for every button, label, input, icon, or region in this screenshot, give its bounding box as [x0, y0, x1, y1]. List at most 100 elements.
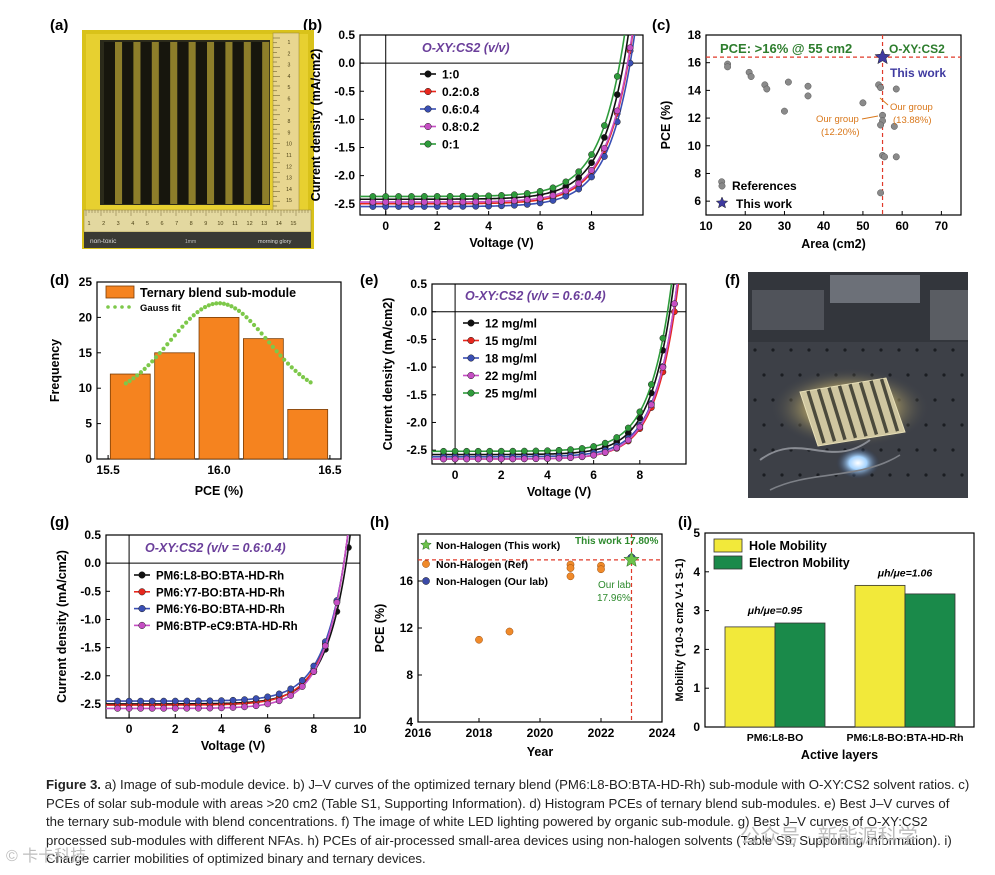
photo-table-hole	[924, 373, 928, 377]
annotation-arrow	[879, 97, 889, 106]
series-point	[601, 449, 609, 456]
series-point	[148, 697, 156, 705]
gauss-fit-point	[255, 327, 260, 332]
series-point	[575, 185, 583, 193]
gauss-fit-point	[285, 361, 291, 366]
series-point	[523, 190, 531, 197]
series-point	[536, 194, 544, 202]
gauss-fit-point	[248, 318, 253, 324]
series-point	[440, 455, 447, 463]
x-tick-label: 60	[895, 219, 909, 233]
x-tick-label: 2	[434, 219, 441, 233]
series-point	[498, 197, 505, 205]
y-axis-label: Current density (mA/cm2)	[55, 550, 69, 703]
this-work-star	[623, 551, 640, 567]
x-tick-label: 4	[544, 468, 551, 482]
photo-ruler-h-number: 2	[102, 221, 105, 227]
y-tick-label: -1.0	[334, 112, 355, 126]
panel-label-f: (f)	[725, 272, 740, 289]
ref-point	[597, 565, 605, 574]
reference-point	[804, 82, 812, 90]
annotation-this-work: This work	[890, 66, 946, 80]
y-tick-label: 0.5	[338, 28, 355, 42]
chart-pce-vs-area: 10 20 30 40 50 60 70 6 8 10 12 14 16 18 Area (cm2) PCE …	[659, 28, 962, 251]
x-tick-label: 20	[739, 219, 753, 233]
photo-table-hole	[951, 448, 955, 452]
chart-title: O-XY:CS2 (v/v = 0.6:0.4)	[145, 541, 286, 555]
photo-table-hole	[861, 348, 865, 352]
figure-caption: Figure 3. a) Image of sub-module device.…	[46, 776, 971, 869]
gauss-fit-point	[180, 324, 185, 329]
legend-marker	[138, 571, 146, 579]
photo-ruler-h-number: 13	[261, 221, 267, 227]
y-tick-label: 20	[79, 310, 93, 324]
y-axis-label: Current density (mA/cm2)	[381, 298, 395, 451]
photo-table-hole	[780, 373, 784, 377]
photo-table-hole	[753, 448, 757, 452]
photo-table-hole	[897, 348, 901, 352]
y-tick-label: 16	[400, 574, 414, 588]
photo-ruler-v-number: 2	[288, 51, 291, 57]
y-tick-label: 0	[693, 720, 700, 734]
chart-title: O-XY:CS2 (v/v = 0.6:0.4)	[465, 289, 606, 303]
reference-point	[890, 122, 898, 130]
ratio-annotation: μh/μe=1.06	[877, 567, 933, 579]
photo-cell-stripe	[858, 382, 879, 435]
x-tick-label: 50	[856, 219, 870, 233]
watermark-right: 公众号 · 新能源科学	[740, 826, 918, 848]
plot-frame	[359, 34, 644, 216]
series-point	[588, 173, 595, 181]
reference-point	[747, 73, 755, 80]
series-point	[446, 198, 454, 206]
x-tick-label: 6	[537, 219, 544, 233]
photo-cell-stripe	[827, 387, 847, 441]
gauss-fit-point	[221, 301, 226, 306]
series-point	[555, 454, 563, 462]
mobility-bar	[904, 593, 956, 728]
series-point	[474, 455, 482, 463]
legend-label: 25 mg/ml	[485, 387, 537, 401]
photo-table-hole	[924, 473, 928, 477]
gauss-fit-point	[270, 344, 276, 349]
photo-table-hole	[906, 473, 910, 477]
legend-label: PM6:BTP-eC9:BTA-HD-Rh	[156, 621, 298, 633]
photo-table-hole	[879, 448, 883, 452]
gauss-fit-point	[289, 365, 294, 370]
legend-marker-gauss	[120, 305, 124, 309]
annotation-our-group-left-line2: (12.20%)	[821, 127, 860, 138]
photo-table-hole	[924, 423, 928, 427]
gauss-fit-point	[187, 316, 193, 321]
photo-ruler-v-number: 4	[288, 74, 291, 80]
series-point	[114, 705, 121, 712]
series-point	[472, 192, 480, 200]
series-point	[601, 153, 608, 160]
y-tick-label: 8	[694, 166, 701, 180]
series-point	[671, 257, 677, 263]
series-point	[683, 195, 689, 201]
series-point	[298, 677, 306, 684]
legend-label-this-work: Non-Halogen (This work)	[436, 540, 560, 552]
series-point	[659, 334, 667, 342]
gauss-fit-point	[176, 328, 181, 334]
photo-table-hole	[915, 348, 919, 352]
legend-label: 0.6:0.4	[442, 103, 480, 117]
series-point	[395, 193, 402, 200]
series-point	[613, 107, 621, 115]
series-point	[345, 527, 351, 533]
photo-table-hole	[753, 348, 757, 352]
series-point	[171, 697, 179, 705]
series-point	[588, 151, 595, 158]
series-point	[683, 207, 689, 213]
label-our-lab-line2: 17.96%	[597, 593, 631, 604]
photo-cell-stripe	[251, 42, 263, 204]
series-point	[275, 690, 283, 698]
series-point	[497, 447, 505, 455]
photo-table-hole	[879, 348, 883, 352]
ratio-annotation: μh/μe=0.95	[747, 605, 803, 617]
annotation-pce: PCE: >16% @ 55 cm2	[720, 41, 852, 56]
series-point	[511, 191, 518, 199]
legend-label-this-work: This work	[736, 197, 792, 211]
ref-point	[566, 564, 575, 572]
x-tick-label: 40	[817, 219, 831, 233]
